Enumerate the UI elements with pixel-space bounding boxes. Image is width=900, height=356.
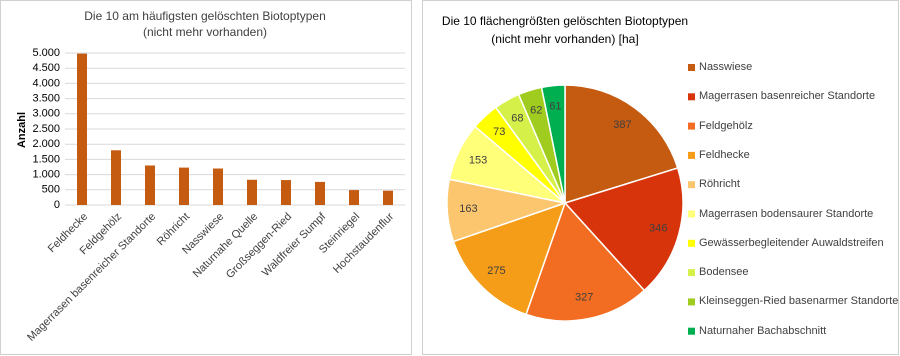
legend-swatch: [688, 122, 695, 130]
legend-label: Gewässerbegleitender Auwaldstreifen: [699, 236, 884, 249]
legend-label: Bodensee: [699, 266, 749, 279]
legend-swatch: [688, 327, 695, 335]
bar: [247, 179, 257, 205]
legend-swatch: [688, 64, 695, 71]
chart-subtitle: (nicht mehr vorhanden): [143, 25, 267, 39]
pie-slice: [563, 167, 684, 292]
legend-swatch: [688, 298, 695, 306]
legend-swatch: [688, 181, 695, 189]
bar: [315, 181, 325, 205]
legend-label: Naturnaher Bachabschnitt: [699, 324, 827, 337]
legend-label: Magerrasen basenreicher Standorte: [699, 90, 876, 103]
y-tick-label: 1.500: [32, 153, 60, 165]
slice-label: 163: [459, 203, 477, 215]
legend-swatch: [688, 151, 695, 159]
legend-swatch: [688, 239, 695, 247]
bar: [213, 168, 223, 205]
slice-label: 327: [575, 292, 593, 304]
legend-swatch: [688, 210, 695, 218]
bar: [349, 190, 359, 205]
chart-title: Die 10 am häufigsten gelöschten Biotopty…: [84, 9, 326, 23]
legend-label: Nasswiese: [699, 61, 753, 73]
pie-slice: [540, 84, 566, 204]
bar: [145, 165, 155, 205]
bar: [383, 190, 393, 205]
bar: [179, 167, 189, 205]
bar: [111, 150, 121, 205]
legend-label: Röhricht: [699, 178, 740, 191]
y-tick-label: 3.500: [32, 93, 60, 105]
slice-label: 73: [493, 126, 505, 138]
slice-label: 346: [649, 222, 667, 234]
y-tick-label: 5.000: [32, 47, 60, 59]
y-tick-label: 4.000: [32, 77, 60, 89]
pie-slice: [525, 201, 646, 322]
slice-label: 62: [530, 105, 542, 117]
slice-label: 153: [469, 155, 487, 167]
legend-swatch: [688, 93, 695, 101]
bar: [281, 180, 291, 205]
y-tick-label: 3.000: [32, 108, 60, 120]
legend-swatch: [688, 269, 695, 277]
y-tick-label: 2.500: [32, 123, 60, 135]
legend-label: Feldhecke: [699, 148, 750, 161]
bar-panel: [0, 0, 412, 355]
y-tick-label: 2.000: [32, 138, 60, 150]
legend-label: Magerrasen bodensaurer Standorte: [699, 207, 874, 220]
pie-slice: [564, 84, 679, 205]
pie-slice: [452, 201, 567, 316]
y-tick-label: 0: [54, 199, 60, 211]
y-tick-label: 4.500: [32, 62, 60, 74]
y-axis-title: Anzahl: [16, 112, 28, 148]
slice-label: 275: [487, 265, 505, 277]
slice-label: 68: [511, 113, 523, 125]
y-tick-label: 500: [42, 184, 60, 196]
chart-subtitle: (nicht mehr vorhanden) [ha]: [491, 32, 638, 46]
legend-label: Feldgehölz: [699, 119, 753, 132]
slice-label: 61: [549, 101, 561, 113]
legend-label: Kleinseggen-Ried basenarmer Standorte: [699, 295, 899, 308]
chart-title: Die 10 flächengrößten gelöschten Biotopt…: [442, 14, 688, 28]
y-tick-label: 1.000: [32, 169, 60, 181]
bar: [77, 53, 87, 205]
slice-label: 387: [613, 119, 631, 131]
